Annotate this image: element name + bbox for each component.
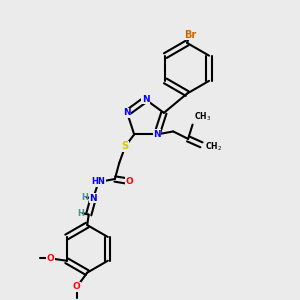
Text: S: S	[122, 141, 129, 151]
Text: N: N	[153, 130, 161, 139]
Text: Br: Br	[184, 30, 196, 40]
Text: N: N	[89, 194, 97, 203]
Text: O: O	[126, 177, 134, 186]
Text: N: N	[142, 95, 149, 104]
Text: H: H	[81, 193, 88, 202]
Text: CH$_3$: CH$_3$	[194, 111, 211, 123]
Text: O: O	[46, 254, 54, 263]
Text: O: O	[73, 282, 81, 291]
Text: H: H	[77, 209, 84, 218]
Text: N: N	[123, 108, 131, 117]
Text: HN: HN	[92, 178, 106, 187]
Text: CH$_2$: CH$_2$	[205, 140, 222, 153]
